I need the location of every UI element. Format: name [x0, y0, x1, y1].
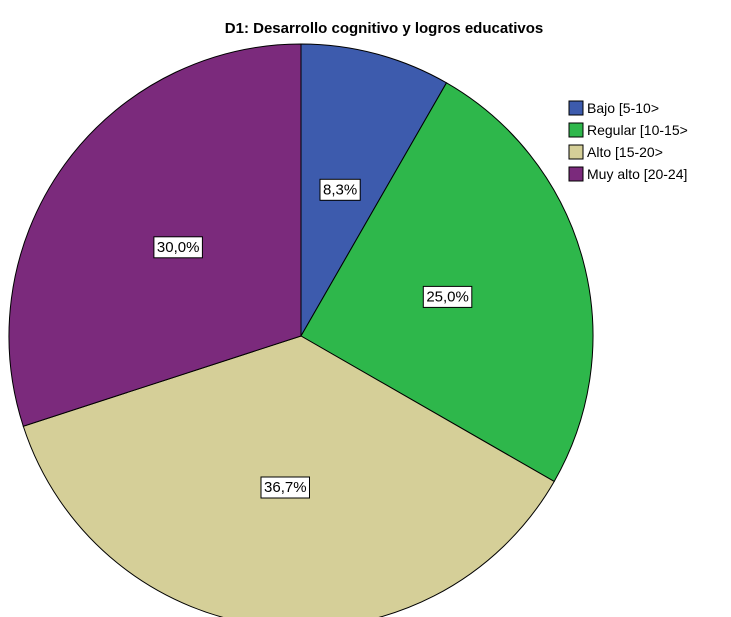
- legend-swatch-3: [568, 144, 584, 160]
- legend-item-1: Bajo [5-10>: [568, 100, 659, 116]
- legend-swatch-4: [568, 166, 584, 182]
- pie-slice-2: [300, 82, 594, 483]
- pie-slice-labels: 8,3% 25,0% 36,7% 30,0%: [153, 178, 473, 499]
- legend-item-2: Regular [10-15>: [568, 122, 688, 138]
- legend-label-4: Muy alto [20-24]: [587, 166, 687, 182]
- legend-label-1: Bajo [5-10>: [587, 100, 659, 116]
- pie-slice-4: [8, 43, 302, 427]
- slice-label-1: 8,3%: [319, 178, 361, 201]
- slice-label-4: 30,0%: [153, 236, 203, 259]
- legend-label-2: Regular [10-15>: [587, 122, 688, 138]
- pie-slice-1: [300, 43, 448, 338]
- slice-label-text-1: 8,3%: [323, 181, 357, 198]
- legend-swatch-1: [568, 100, 584, 116]
- pie-slices: [8, 43, 594, 617]
- slice-label-text-3: 36,7%: [264, 479, 307, 496]
- legend-item-3: Alto [15-20>: [568, 144, 663, 160]
- slice-label-text-4: 30,0%: [157, 239, 200, 256]
- legend-swatch-2: [568, 122, 584, 138]
- legend: Bajo [5-10> Regular [10-15> Alto [15-20> Mu…: [568, 100, 688, 182]
- slice-label-2: 25,0%: [422, 285, 473, 308]
- legend-label-3: Alto [15-20>: [587, 144, 663, 160]
- chart-title: D1: Desarrollo cognitivo y logros educat…: [225, 20, 543, 37]
- slice-label-3: 36,7%: [260, 476, 310, 499]
- legend-item-4: Muy alto [20-24]: [568, 166, 687, 182]
- slice-label-text-2: 25,0%: [426, 288, 469, 305]
